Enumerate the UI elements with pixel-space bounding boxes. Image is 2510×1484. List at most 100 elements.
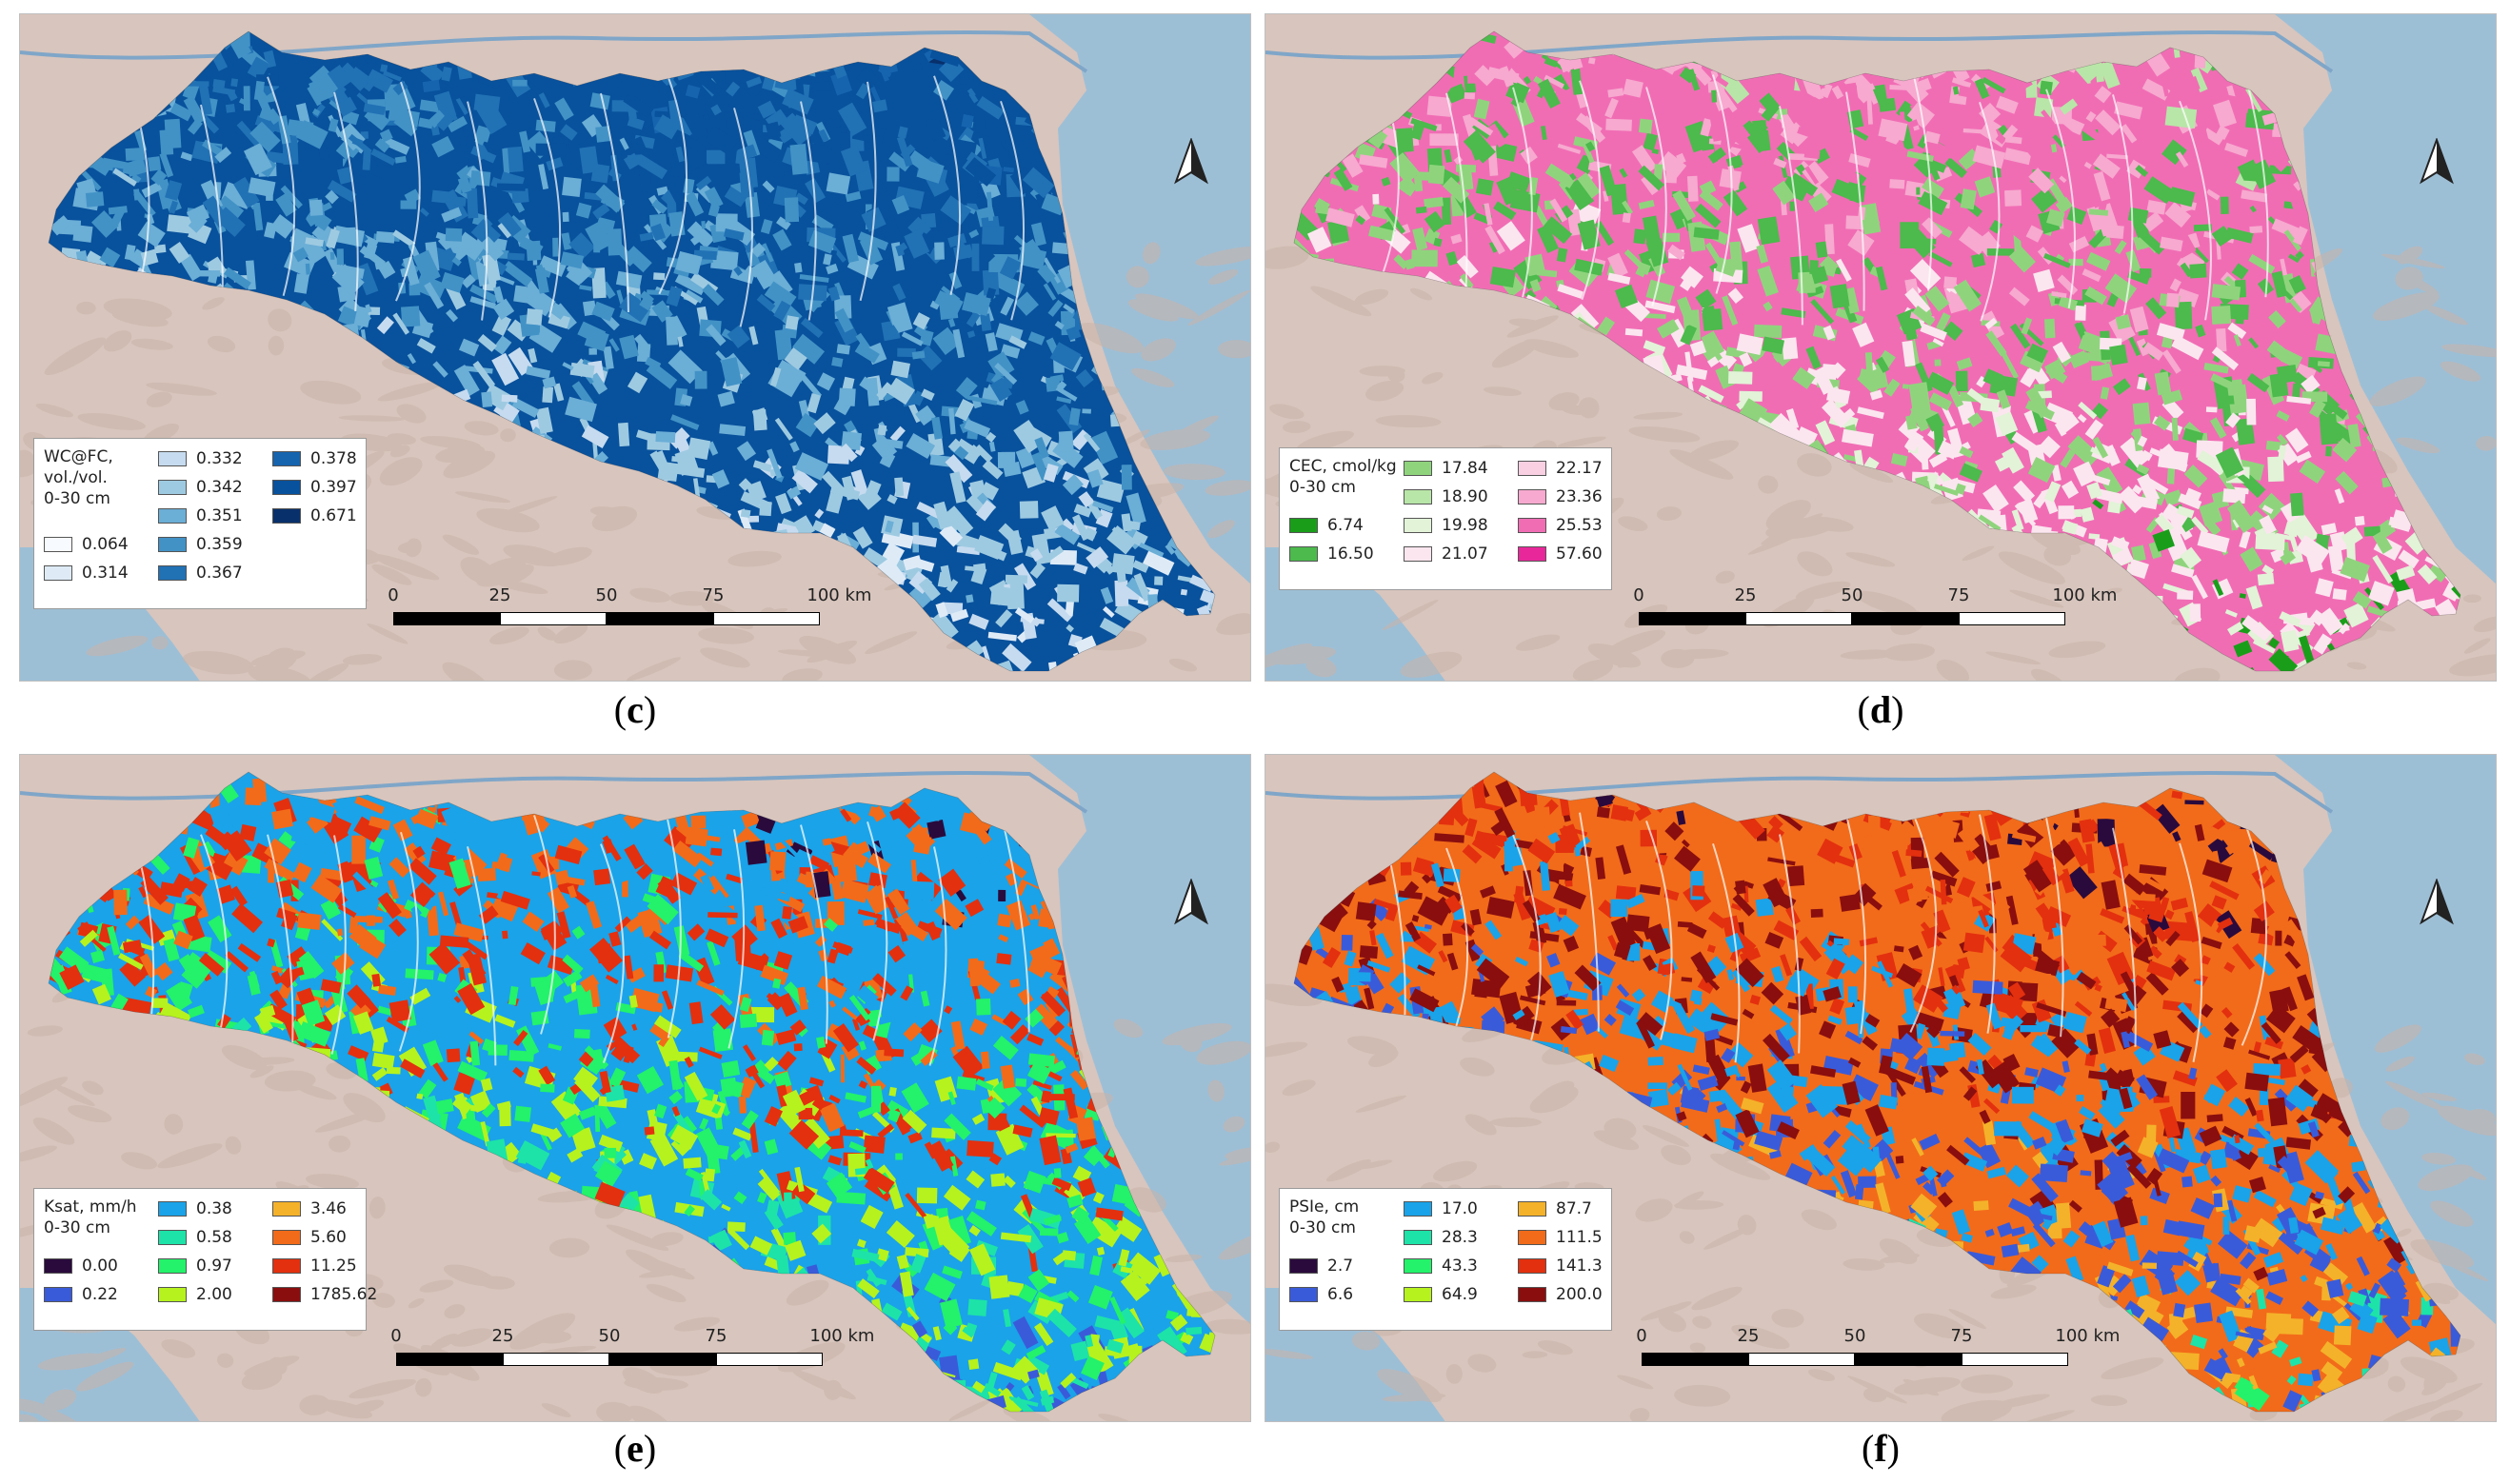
legend-swatch <box>44 537 72 552</box>
legend-item: 6.74 <box>1289 515 1364 536</box>
legend-swatch <box>158 565 187 581</box>
legend-title: Ksat, mm/h 0-30 cm <box>44 1197 137 1237</box>
caption-d: (d) <box>1857 688 1904 731</box>
scale-segment <box>1745 612 1852 625</box>
legend-item: 18.90 <box>1404 486 1488 507</box>
legend-item: 28.3 <box>1404 1227 1478 1248</box>
scale-segment <box>393 612 500 625</box>
legend-label: 17.0 <box>1442 1199 1478 1218</box>
legend-label: 0.314 <box>82 564 129 583</box>
scale-segment <box>713 612 820 625</box>
north-arrow-icon <box>2420 879 2454 925</box>
north-arrow-icon <box>1174 879 1208 925</box>
legend-label: 22.17 <box>1556 459 1603 478</box>
legend-item: 19.98 <box>1404 515 1488 536</box>
legend-swatch <box>1518 1201 1546 1217</box>
legend-label: 0.58 <box>196 1228 232 1247</box>
scale-bar: 0 25 50 75 100 km <box>390 1326 874 1374</box>
legend-swatch <box>158 508 187 524</box>
legend-item: 0.332 <box>158 448 243 469</box>
legend-label: 1785.62 <box>310 1285 378 1304</box>
legend-label: 57.60 <box>1556 544 1603 564</box>
legend-item: 0.22 <box>44 1284 118 1305</box>
scale-segment <box>607 612 713 625</box>
caption-f: (f) <box>1862 1427 1900 1470</box>
legend-swatch <box>1518 1287 1546 1302</box>
scale-segment <box>1748 1353 1855 1366</box>
scale-label: 0 <box>390 1326 402 1346</box>
scale-label: 50 <box>1843 1326 1866 1346</box>
legend-label: 21.07 <box>1442 544 1488 564</box>
map-panel-e: Ksat, mm/h 0-30 cm 0.00 0.22 0.38 0.58 0.97 2.… <box>19 754 1251 1422</box>
legend-item: 0.378 <box>272 448 357 469</box>
legend-item: 0.58 <box>158 1227 232 1248</box>
caption-c: (c) <box>613 688 657 731</box>
legend-label: 111.5 <box>1556 1228 1603 1247</box>
legend-title: WC@FC, vol./vol. 0-30 cm <box>44 447 113 508</box>
scale-label: 0 <box>1636 1326 1647 1346</box>
scale-label: 100 km <box>809 1326 875 1346</box>
legend-swatch <box>44 565 72 581</box>
map-canvas <box>1265 14 2496 681</box>
legend-item: 0.38 <box>158 1198 232 1219</box>
legend-swatch <box>1404 546 1432 562</box>
legend-label: 5.60 <box>310 1228 347 1247</box>
scale-bar: 0 25 50 75 100 km <box>1636 1326 2120 1374</box>
legend-label: 11.25 <box>310 1256 357 1276</box>
scale-label: 25 <box>491 1326 514 1346</box>
scale-segment <box>716 1353 823 1366</box>
legend-item: 0.064 <box>44 534 129 555</box>
legend-swatch <box>1518 1230 1546 1245</box>
legend-label: 17.84 <box>1442 459 1488 478</box>
legend-label: 3.46 <box>310 1199 347 1218</box>
legend-item: 141.3 <box>1518 1256 1603 1276</box>
scale-bar: 0 25 50 75 100 km <box>388 585 871 633</box>
legend-swatch <box>158 480 187 495</box>
legend-item: 0.342 <box>158 477 243 498</box>
legend-item: 6.6 <box>1289 1284 1353 1305</box>
scale-label: 0 <box>388 585 399 605</box>
legend-item: 21.07 <box>1404 544 1488 564</box>
legend-item: 1785.62 <box>272 1284 377 1305</box>
scale-segment <box>1852 612 1959 625</box>
legend-swatch <box>1404 518 1432 533</box>
north-arrow-icon <box>2420 138 2454 185</box>
scale-segment <box>1855 1353 1962 1366</box>
legend-label: 0.064 <box>82 535 129 554</box>
legend-label: 43.3 <box>1442 1256 1478 1276</box>
legend-label: 6.74 <box>1327 516 1364 535</box>
legend-title: CEC, cmol/kg 0-30 cm <box>1289 457 1397 497</box>
po-river <box>1265 770 2334 814</box>
legend-swatch <box>158 1201 187 1217</box>
scale-label: 0 <box>1633 585 1644 605</box>
legend-item: 43.3 <box>1404 1256 1478 1276</box>
map-legend: PSIe, cm 0-30 cm 2.7 6.6 17.0 28.3 43.3 64.9 87… <box>1279 1188 1612 1331</box>
legend-item: 200.0 <box>1518 1284 1603 1305</box>
scale-segment <box>1959 612 2065 625</box>
legend-swatch <box>1289 1287 1318 1302</box>
legend-label: 0.351 <box>196 506 243 525</box>
legend-label: 141.3 <box>1556 1256 1603 1276</box>
legend-swatch <box>1518 518 1546 533</box>
legend-title: PSIe, cm 0-30 cm <box>1289 1197 1360 1237</box>
legend-swatch <box>1518 1258 1546 1274</box>
legend-item: 5.60 <box>272 1227 347 1248</box>
legend-swatch <box>1404 1287 1432 1302</box>
legend-swatch <box>44 1287 72 1302</box>
map-panel-d: CEC, cmol/kg 0-30 cm 6.74 16.50 17.84 18.90 1… <box>1265 13 2497 682</box>
legend-item: 64.9 <box>1404 1284 1478 1305</box>
legend-swatch <box>158 537 187 552</box>
legend-label: 6.6 <box>1327 1285 1354 1304</box>
caption-e: (e) <box>613 1427 657 1470</box>
legend-swatch <box>1404 1230 1432 1245</box>
legend-item: 0.314 <box>44 563 129 584</box>
north-arrow-icon <box>1174 138 1208 185</box>
legend-label: 0.332 <box>196 449 243 468</box>
legend-swatch <box>272 451 301 466</box>
scale-segment <box>609 1353 716 1366</box>
legend-label: 0.671 <box>310 506 357 525</box>
legend-label: 16.50 <box>1327 544 1374 564</box>
map-legend: WC@FC, vol./vol. 0-30 cm 0.064 0.314 0.332 0… <box>33 438 367 609</box>
legend-item: 16.50 <box>1289 544 1374 564</box>
legend-swatch <box>272 1201 301 1217</box>
